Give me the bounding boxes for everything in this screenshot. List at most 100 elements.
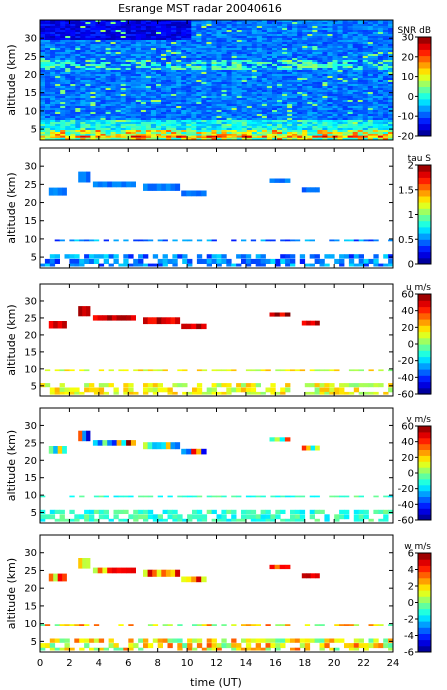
colorbar-tick-label: -4 — [404, 631, 414, 642]
y-tick-label: 15 — [24, 601, 37, 612]
x-tick-label: 12 — [210, 658, 223, 669]
y-tick-label: 15 — [24, 473, 37, 484]
colorbar-tick-label: 0.5 — [398, 235, 414, 246]
heatmap-cells — [40, 558, 393, 651]
y-tick-label: 30 — [24, 162, 37, 173]
y-tick-label: 10 — [24, 234, 37, 245]
heatmap-cells — [40, 20, 393, 140]
colorbar-tick-label: -10 — [398, 112, 414, 123]
colorbar-tick-label: 6 — [408, 549, 414, 560]
y-tick-label: 5 — [31, 381, 37, 392]
y-tick-label: 10 — [24, 106, 37, 117]
colorbar-tick-label: -6 — [404, 648, 414, 659]
colorbar-tick-label: 1.5 — [398, 185, 414, 196]
y-tick-label: 30 — [24, 421, 37, 432]
colorbar-label: v m/s — [406, 415, 431, 425]
plot-frame — [39, 534, 394, 653]
x-tick-label: 14 — [240, 658, 253, 669]
colorbar-label: w m/s — [404, 542, 431, 552]
y-tick-label: 5 — [31, 253, 37, 264]
heatmap-cells — [40, 430, 393, 522]
x-tick-label: 10 — [181, 658, 194, 669]
colorbar-tick-label: 20 — [401, 323, 414, 334]
y-tick-label: 10 — [24, 491, 37, 502]
x-tick-label: 20 — [328, 658, 341, 669]
y-tick-label: 5 — [31, 508, 37, 519]
colorbar-tick-label: -60 — [398, 516, 414, 527]
colorbar-tick-label: 30 — [401, 33, 414, 44]
y-axis-label: altitude (km) — [5, 430, 18, 501]
y-tick-label: 25 — [24, 438, 37, 449]
y-tick-label: 30 — [24, 34, 37, 45]
panel-1: 5 10 15 20 25 30 altitude (km) 30 20 10 0 -10 -20 SNR… — [5, 19, 432, 143]
colorbar-tick-label: -60 — [398, 390, 414, 401]
chart-title: Esrange MST radar 20040616 — [118, 2, 282, 15]
y-axis-label: altitude (km) — [5, 44, 18, 115]
plot-frame — [39, 147, 394, 269]
y-tick-label: 5 — [31, 637, 37, 648]
y-tick-label: 10 — [24, 619, 37, 630]
colorbar-tick-label: 4 — [408, 565, 414, 576]
y-tick-label: 15 — [24, 88, 37, 99]
heatmap-cells — [40, 306, 393, 395]
colorbar-label: u m/s — [406, 283, 431, 293]
x-tick-label: 16 — [269, 658, 282, 669]
y-tick-label: 15 — [24, 216, 37, 227]
colorbar-tick-label: -40 — [398, 500, 414, 511]
x-tick-label: 2 — [66, 658, 72, 669]
x-tick-label: 18 — [298, 658, 311, 669]
x-axis-label: time (UT) — [190, 676, 242, 689]
colorbar-tick-label: 60 — [401, 290, 414, 301]
plot-frame — [39, 283, 394, 397]
x-tick-label: 4 — [96, 658, 102, 669]
colorbar-tick-label: 0 — [408, 92, 414, 103]
plot-frame — [39, 407, 394, 524]
y-axis-label: altitude (km) — [5, 172, 18, 243]
colorbar-tick-label: 40 — [401, 306, 414, 317]
colorbar — [417, 36, 432, 137]
y-tick-label: 25 — [24, 313, 37, 324]
colorbar-tick-label: 20 — [401, 52, 414, 63]
colorbar-label: SNR dB — [398, 26, 431, 36]
y-axis-label: altitude (km) — [5, 558, 18, 629]
panel-3: 5 10 15 20 25 30 altitude (km) 60 40 20 0 -20 -40 -60… — [5, 283, 432, 401]
y-tick-label: 25 — [24, 566, 37, 577]
colorbar-tick-label: 2 — [408, 582, 414, 593]
x-tick-label: 0 — [37, 658, 43, 669]
y-tick-label: 30 — [24, 296, 37, 307]
colorbar-tick-label: -20 — [398, 356, 414, 367]
x-tick-label: 24 — [387, 658, 400, 669]
y-tick-label: 15 — [24, 347, 37, 358]
colorbar-tick-label: 10 — [401, 72, 414, 83]
colorbar-tick-label: 0 — [408, 598, 414, 609]
colorbar-label: tau S — [408, 154, 432, 164]
x-tick-label: 8 — [154, 658, 160, 669]
colorbar-tick-label: 40 — [401, 437, 414, 448]
colorbar-tick-label: 0 — [408, 469, 414, 480]
y-tick-label: 20 — [24, 70, 37, 81]
y-tick-label: 20 — [24, 198, 37, 209]
colorbar-tick-label: -2 — [404, 615, 414, 626]
y-tick-label: 25 — [24, 180, 37, 191]
y-tick-label: 30 — [24, 548, 37, 559]
heatmap-cells — [40, 171, 393, 267]
colorbar-tick-label: -20 — [398, 484, 414, 495]
y-axis-label: altitude (km) — [5, 304, 18, 375]
colorbar-tick-label: -20 — [398, 132, 414, 143]
y-tick-label: 20 — [24, 456, 37, 467]
colorbar-tick-label: 1 — [408, 210, 414, 221]
y-tick-label: 10 — [24, 364, 37, 375]
y-tick-label: 20 — [24, 584, 37, 595]
colorbar-tick-label: 20 — [401, 453, 414, 464]
y-tick-label: 25 — [24, 52, 37, 63]
colorbar-tick-label: -40 — [398, 373, 414, 384]
panel-2: 5 10 15 20 25 30 altitude (km) 2 1.5 1 0.5 0 tau S — [5, 147, 432, 271]
colorbar-tick-label: 60 — [401, 422, 414, 433]
colorbar-tick-label: 0 — [408, 340, 414, 351]
y-tick-label: 20 — [24, 330, 37, 341]
x-tick-label: 22 — [357, 658, 370, 669]
colorbar-tick-label: 2 — [408, 161, 414, 172]
